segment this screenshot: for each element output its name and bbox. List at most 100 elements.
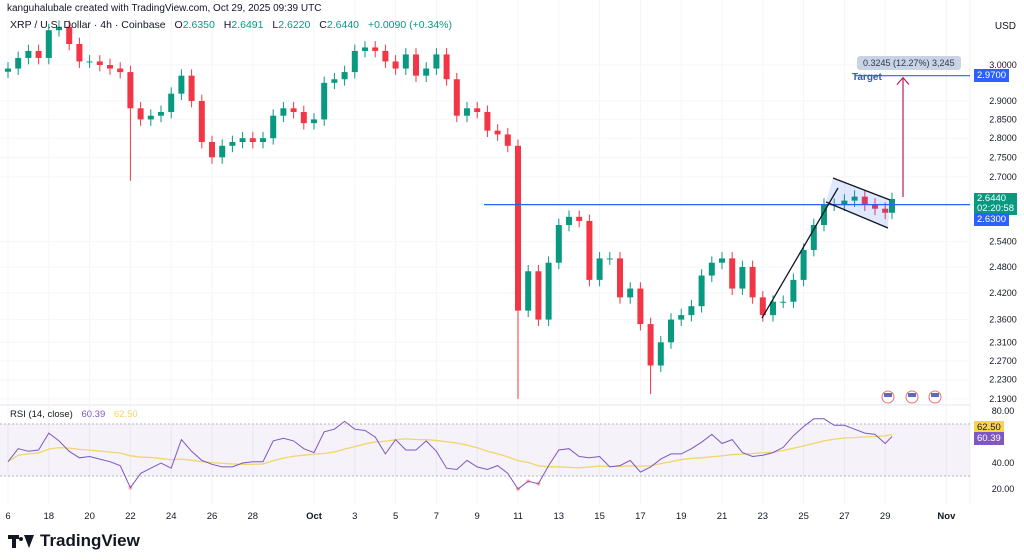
candle-body xyxy=(66,26,73,44)
candle-body xyxy=(351,50,358,73)
candle-body xyxy=(137,108,144,120)
candle-body xyxy=(249,138,256,142)
candle-body xyxy=(759,297,766,316)
x-tick-label: 20 xyxy=(84,511,95,522)
candle xyxy=(168,87,175,119)
candle xyxy=(504,128,511,153)
candle xyxy=(708,256,715,282)
flag-upper-line xyxy=(832,177,891,201)
candle xyxy=(188,69,195,108)
open-label: O xyxy=(174,19,183,31)
candle xyxy=(219,139,226,164)
candle xyxy=(249,131,256,149)
candle-body xyxy=(5,68,11,72)
candle-body xyxy=(657,342,664,366)
x-tick-label: 21 xyxy=(717,511,728,522)
candle xyxy=(841,194,848,212)
candle-body xyxy=(178,75,185,94)
candle-body xyxy=(107,65,113,69)
candle-body xyxy=(86,61,93,63)
candle xyxy=(331,72,338,90)
candle xyxy=(566,210,572,232)
candle-body xyxy=(453,79,460,116)
close-value: 2.6440 xyxy=(326,19,360,31)
last-price: 2.6440 xyxy=(977,193,1007,204)
symbol-title[interactable]: XRP / U.S. Dollar · 4h · Coinbase xyxy=(10,19,166,31)
rsi-ma-tag: 62.50 xyxy=(974,421,1004,434)
x-tick-label: 6 xyxy=(5,511,10,522)
rsi-oversold-mark xyxy=(516,487,520,491)
candle xyxy=(413,48,419,83)
candle xyxy=(678,308,685,326)
candle xyxy=(260,131,266,149)
y-tick-label: 2.9000 xyxy=(989,96,1017,106)
candle-body xyxy=(321,82,328,120)
candle xyxy=(739,260,746,295)
x-tick-label: 27 xyxy=(839,511,850,522)
support-price-tag: 2.6300 xyxy=(974,213,1010,226)
symbol-legend: XRP / U.S. Dollar · 4h · Coinbase O2.635… xyxy=(10,19,452,31)
candle-body xyxy=(525,271,532,311)
candle-body xyxy=(872,204,878,209)
x-tick-label: 28 xyxy=(248,511,259,522)
candle xyxy=(76,37,83,68)
candle-body xyxy=(586,220,593,280)
target-label[interactable]: Target xyxy=(852,72,882,83)
candle xyxy=(423,62,430,83)
candle xyxy=(698,269,705,313)
candle-body xyxy=(464,108,470,116)
candle-countdown: 02:20:58 xyxy=(977,203,1014,214)
candle-body xyxy=(504,134,511,146)
candle xyxy=(280,101,287,123)
tradingview-logo[interactable]: TradingView xyxy=(8,531,140,551)
low-label: L xyxy=(272,19,279,31)
candle xyxy=(545,256,552,326)
candle xyxy=(484,105,491,138)
high-value: 2.6491 xyxy=(231,19,264,31)
rsi-tick-label: 20.00 xyxy=(992,484,1015,494)
candle xyxy=(35,44,42,65)
x-tick-label: 5 xyxy=(393,511,398,522)
candle xyxy=(872,198,878,216)
measure-label[interactable]: 0.3245 (12.27%) 3,245 xyxy=(857,56,961,70)
candle xyxy=(596,252,603,287)
candle xyxy=(861,190,868,212)
x-tick-label: 25 xyxy=(798,511,809,522)
candle-body xyxy=(688,306,695,316)
candle xyxy=(617,252,623,304)
rsi-oversold-mark xyxy=(526,479,531,484)
event-flag-stripe xyxy=(931,393,939,397)
x-tick-label: 11 xyxy=(513,511,523,522)
change-value: +0.0090 (+0.34%) xyxy=(367,19,452,31)
candle-body xyxy=(566,216,572,226)
candle xyxy=(372,41,379,58)
x-tick-label: Oct xyxy=(306,511,323,522)
x-tick-label: Nov xyxy=(937,511,956,522)
y-tick-label: 2.8500 xyxy=(989,114,1017,124)
candle xyxy=(668,313,674,349)
candle xyxy=(576,210,583,228)
candle-body xyxy=(627,288,634,298)
candle xyxy=(382,44,389,68)
y-tick-label: 2.3100 xyxy=(989,337,1017,347)
candle xyxy=(494,124,501,141)
candle xyxy=(362,41,368,58)
rsi-tick-label: 40.00 xyxy=(992,458,1015,468)
candle xyxy=(107,58,113,75)
candle xyxy=(627,282,634,304)
x-tick-label: 29 xyxy=(880,511,891,522)
candle xyxy=(15,51,22,75)
candle-body xyxy=(341,72,348,80)
candle-body xyxy=(484,112,491,131)
y-tick-label: 2.7000 xyxy=(989,172,1017,182)
rsi-oversold-mark xyxy=(536,481,541,486)
candle xyxy=(606,252,613,265)
rsi-oversold-mark xyxy=(128,485,133,490)
close-label: C xyxy=(319,19,327,31)
candle xyxy=(45,23,52,65)
candle xyxy=(311,113,317,130)
rsi-title[interactable]: RSI (14, close) xyxy=(10,409,73,420)
low-value: 2.6220 xyxy=(278,19,311,31)
